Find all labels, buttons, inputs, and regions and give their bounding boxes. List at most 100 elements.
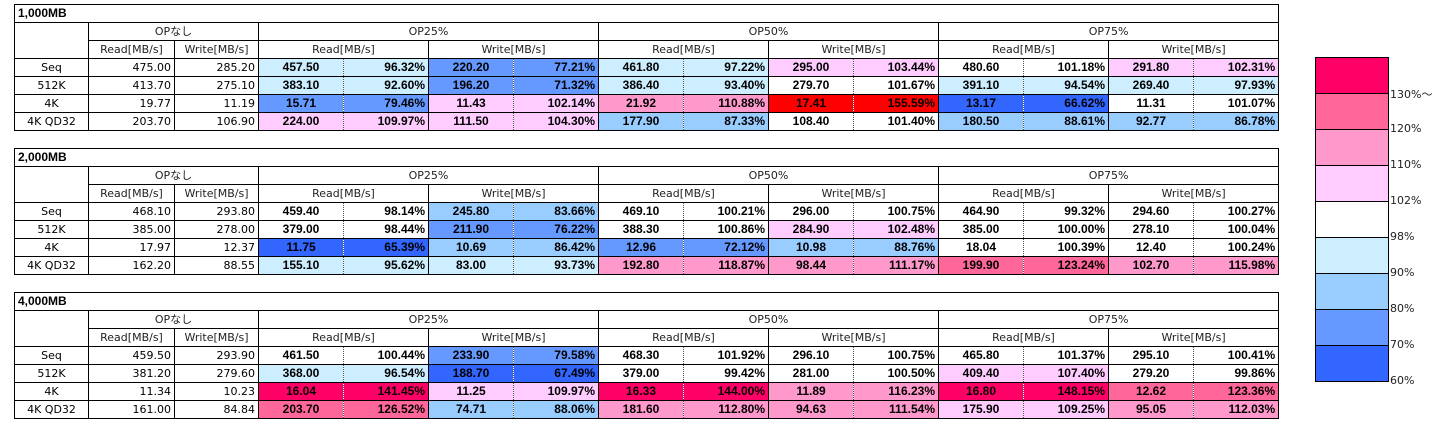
- col-header-read: Read[MB/s]: [258, 184, 429, 203]
- op-read-value: 457.50: [258, 58, 344, 77]
- col-header-write: Write[MB/s]: [174, 40, 259, 59]
- op-write-value: 196.20: [428, 76, 514, 95]
- corner-cell: [14, 22, 89, 59]
- op-write-ratio: 99.86%: [1193, 364, 1280, 383]
- col-header-write: Write[MB/s]: [768, 40, 939, 59]
- base-write: 293.90: [174, 346, 259, 365]
- op-write-value: 294.60: [1108, 202, 1194, 221]
- op-write-ratio: 101.07%: [1193, 94, 1280, 113]
- op-write-value: 95.05: [1108, 400, 1194, 419]
- op-read-ratio: 118.87%: [683, 256, 769, 275]
- op-write-ratio: 100.75%: [853, 346, 939, 365]
- group-header: OPなし: [88, 166, 259, 185]
- op-write-ratio: 76.22%: [513, 220, 599, 239]
- col-header-read: Read[MB/s]: [88, 184, 175, 203]
- op-write-value: 269.40: [1108, 76, 1194, 95]
- op-write-ratio: 77.21%: [513, 58, 599, 77]
- base-write: 279.60: [174, 364, 259, 383]
- op-read-value: 16.80: [938, 382, 1024, 401]
- group-header: OP75%: [937, 166, 1280, 185]
- op-write-value: 278.10: [1108, 220, 1194, 239]
- table-row: 4K QD32 203.70 106.90 224.00 109.97% 111.50 10…: [14, 112, 1280, 131]
- op-read-value: 16.04: [258, 382, 344, 401]
- op-write-ratio: 97.93%: [1193, 76, 1280, 95]
- op-read-ratio: 66.62%: [1023, 94, 1109, 113]
- op-read-ratio: 93.40%: [683, 76, 769, 95]
- color-legend: [1315, 57, 1389, 382]
- legend-band: [1316, 166, 1388, 202]
- legend-label: 80%: [1390, 302, 1415, 315]
- col-header-read: Read[MB/s]: [258, 40, 429, 59]
- col-header-write: Write[MB/s]: [428, 40, 599, 59]
- base-read: 203.70: [88, 112, 175, 131]
- row-label: 4K: [14, 238, 89, 257]
- block-title: 2,000MB: [13, 148, 1280, 167]
- op-read-value: 13.17: [938, 94, 1024, 113]
- op-read-ratio: 96.32%: [343, 58, 429, 77]
- col-header-read: Read[MB/s]: [938, 328, 1109, 347]
- op-write-value: 295.10: [1108, 346, 1194, 365]
- corner-cell: [14, 166, 89, 203]
- legend-band: [1316, 346, 1388, 381]
- op-write-value: 11.25: [428, 382, 514, 401]
- table-row: 512K 385.00 278.00 379.00 98.44% 211.90 76.22%…: [14, 220, 1280, 239]
- base-write: 84.84: [174, 400, 259, 419]
- op-read-value: 203.70: [258, 400, 344, 419]
- col-header-read: Read[MB/s]: [88, 40, 175, 59]
- row-label: 512K: [14, 220, 89, 239]
- op-write-value: 245.80: [428, 202, 514, 221]
- op-read-value: 16.33: [598, 382, 684, 401]
- op-write-value: 10.98: [768, 238, 854, 257]
- op-read-value: 177.90: [598, 112, 684, 131]
- op-read-ratio: 110.88%: [683, 94, 769, 113]
- op-read-value: 368.00: [258, 364, 344, 383]
- op-read-value: 388.30: [598, 220, 684, 239]
- op-write-value: 83.00: [428, 256, 514, 275]
- op-read-ratio: 98.14%: [343, 202, 429, 221]
- legend-band: [1316, 130, 1388, 166]
- base-read: 468.10: [88, 202, 175, 221]
- op-write-ratio: 116.23%: [853, 382, 939, 401]
- block-title: 1,000MB: [13, 4, 1280, 23]
- group-header: OP50%: [598, 166, 939, 185]
- op-read-ratio: 109.97%: [343, 112, 429, 131]
- row-label: Seq: [14, 202, 89, 221]
- op-read-ratio: 72.12%: [683, 238, 769, 257]
- op-read-value: 469.10: [598, 202, 684, 221]
- legend-band: [1316, 202, 1388, 238]
- op-read-ratio: 79.46%: [343, 94, 429, 113]
- op-read-value: 383.10: [258, 76, 344, 95]
- row-label: 4K: [14, 382, 89, 401]
- row-label: 4K QD32: [14, 400, 89, 419]
- op-read-value: 409.40: [938, 364, 1024, 383]
- table-row: 512K 381.20 279.60 368.00 96.54% 188.70 67.49%…: [14, 364, 1280, 383]
- col-header-read: Read[MB/s]: [258, 328, 429, 347]
- op-read-value: 18.04: [938, 238, 1024, 257]
- size-block-4000MB: 4,000MB OPなし OP25% OP50% OP75% Read[MB/s] Writ…: [13, 292, 1280, 419]
- op-read-value: 224.00: [258, 112, 344, 131]
- op-write-value: 284.90: [768, 220, 854, 239]
- op-write-ratio: 71.32%: [513, 76, 599, 95]
- op-read-ratio: 148.15%: [1023, 382, 1109, 401]
- group-header: OP50%: [598, 22, 939, 41]
- op-write-ratio: 109.97%: [513, 382, 599, 401]
- group-header: OP75%: [937, 310, 1280, 329]
- op-read-ratio: 100.00%: [1023, 220, 1109, 239]
- col-header-read: Read[MB/s]: [598, 328, 769, 347]
- results-table: 2,000MB OPなし OP25% OP50% OP75% Read[MB/s] Writ…: [13, 148, 1280, 275]
- op-read-ratio: 99.32%: [1023, 202, 1109, 221]
- op-write-ratio: 100.27%: [1193, 202, 1280, 221]
- col-header-read: Read[MB/s]: [938, 40, 1109, 59]
- op-read-value: 180.50: [938, 112, 1024, 131]
- op-read-value: 11.75: [258, 238, 344, 257]
- legend-label: 110%: [1390, 158, 1422, 171]
- group-header: OP25%: [258, 22, 599, 41]
- legend-label: 102%: [1390, 194, 1422, 207]
- op-read-value: 192.80: [598, 256, 684, 275]
- op-read-ratio: 112.80%: [683, 400, 769, 419]
- op-write-value: 11.31: [1108, 94, 1194, 113]
- row-label: Seq: [14, 58, 89, 77]
- base-write: 11.19: [174, 94, 259, 113]
- base-read: 381.20: [88, 364, 175, 383]
- base-read: 385.00: [88, 220, 175, 239]
